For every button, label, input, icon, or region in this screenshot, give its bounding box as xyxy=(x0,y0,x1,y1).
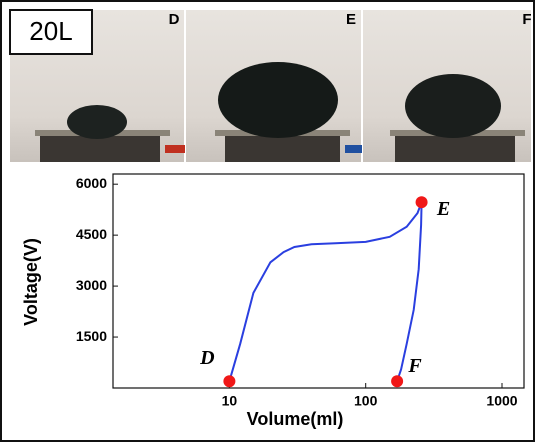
stage xyxy=(225,135,340,162)
point-label: E xyxy=(436,198,450,220)
y-tick-label: 1500 xyxy=(76,328,107,344)
panel-label: E xyxy=(346,11,356,28)
x-axis-label: Volume(ml) xyxy=(247,409,344,429)
y-axis-label: Voltage(V) xyxy=(21,238,41,326)
point xyxy=(391,375,403,387)
panel-label: F xyxy=(522,11,531,28)
wire xyxy=(165,145,185,153)
x-tick-label: 10 xyxy=(222,393,238,409)
point-label: F xyxy=(407,355,422,377)
stage xyxy=(395,135,515,162)
point-label: D xyxy=(199,347,214,369)
droplet xyxy=(405,74,501,138)
point xyxy=(223,375,235,387)
droplet xyxy=(67,105,127,139)
panel-label: D xyxy=(169,11,180,28)
y-tick-label: 6000 xyxy=(76,175,107,191)
badge: 20L xyxy=(29,16,72,46)
droplet xyxy=(218,62,338,138)
figure: 20L D E F Volume(ml) Voltage(V) 1500 3000… xyxy=(0,0,535,442)
y-tick-label: 3000 xyxy=(76,277,107,293)
y-tick-label: 4500 xyxy=(76,226,107,242)
x-tick-label: 100 xyxy=(354,393,378,409)
x-tick-label: 1000 xyxy=(486,393,517,409)
point xyxy=(416,196,428,208)
stage xyxy=(40,135,160,162)
wire xyxy=(345,145,362,153)
